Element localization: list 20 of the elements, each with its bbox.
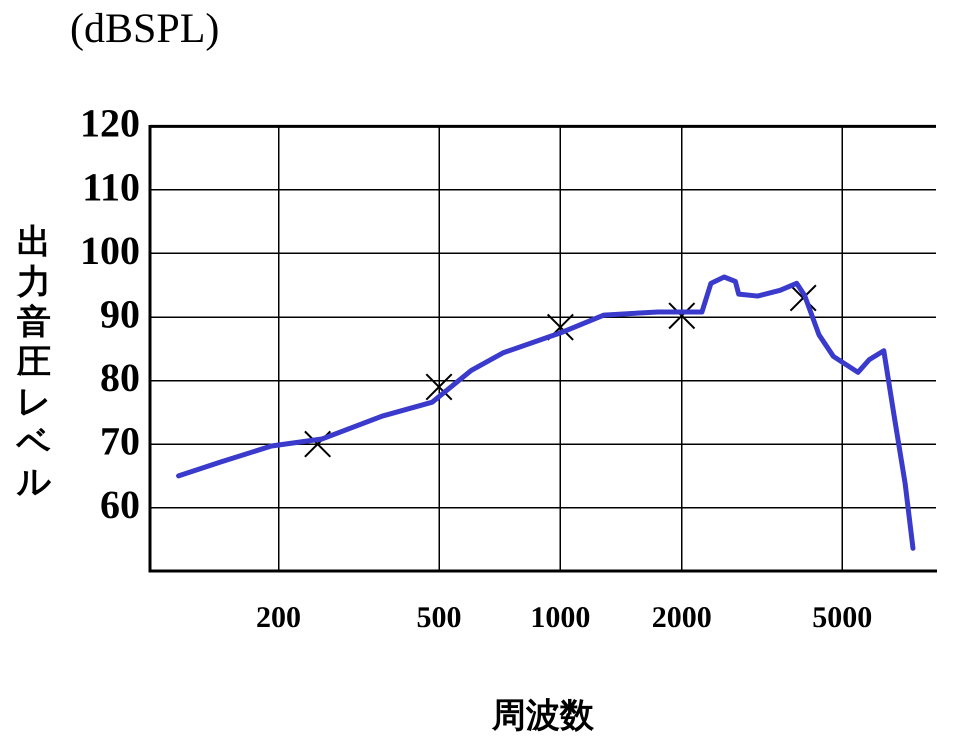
x-tick-label: 200 — [256, 600, 302, 634]
chart-title: (dBSPL) — [70, 6, 220, 52]
y-axis-title: 出力音圧レベル — [15, 222, 52, 502]
y-tick-label: 60 — [100, 482, 140, 527]
x-tick-label: 5000 — [812, 600, 872, 634]
x-tick-label: 1000 — [530, 600, 590, 634]
y-tick-label: 110 — [82, 164, 140, 210]
x-tick-label: 2000 — [652, 600, 712, 634]
y-tick-label: 80 — [100, 354, 140, 400]
point — [668, 302, 696, 330]
y-tick-label: 90 — [100, 291, 140, 336]
point — [425, 373, 453, 401]
point — [789, 284, 817, 312]
point — [546, 313, 574, 341]
y-tick-label: 120 — [80, 100, 140, 146]
x-axis-title: 周波数 — [491, 695, 595, 736]
x-tick-label: 500 — [416, 600, 462, 634]
point — [304, 430, 332, 458]
y-tick-label: 100 — [80, 228, 140, 273]
y-tick-label: 70 — [100, 418, 140, 464]
